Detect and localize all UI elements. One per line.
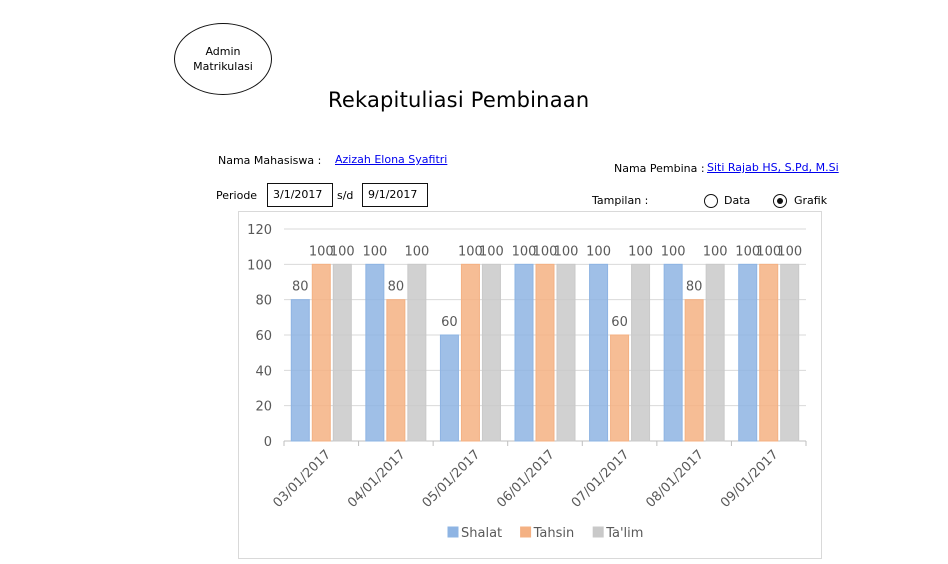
period-label: Periode — [216, 189, 258, 202]
bar — [407, 263, 427, 442]
bar — [631, 263, 651, 442]
role-badge: Admin Matrikulasi — [174, 23, 272, 95]
bar — [290, 299, 310, 442]
role-badge-line2: Matrikulasi — [193, 60, 253, 73]
bar-chart: 0204060801001208010010003/01/20171008010… — [247, 223, 807, 541]
data-label: 100 — [362, 244, 387, 259]
data-label: 80 — [388, 280, 405, 295]
bar — [663, 263, 683, 442]
data-label: 100 — [330, 244, 355, 259]
data-label: 100 — [735, 244, 760, 259]
data-label: 100 — [512, 244, 537, 259]
bar — [386, 299, 406, 442]
y-tick-label: 20 — [255, 400, 272, 415]
page-title: Rekapituliasi Pembinaan — [328, 88, 590, 112]
bar — [460, 263, 480, 442]
y-tick-label: 80 — [255, 294, 272, 309]
data-label: 100 — [479, 244, 504, 259]
data-label: 100 — [554, 244, 579, 259]
x-tick-label: 04/01/2017 — [345, 447, 409, 511]
data-label: 100 — [309, 244, 334, 259]
bar — [365, 263, 385, 442]
data-label: 60 — [441, 315, 458, 330]
x-tick-label: 08/01/2017 — [643, 447, 707, 511]
legend-swatch — [592, 526, 604, 538]
mentor-label: Nama Pembina : — [614, 162, 705, 175]
data-label: 100 — [777, 244, 802, 259]
bar — [332, 263, 352, 442]
y-tick-label: 120 — [247, 223, 272, 238]
bar — [311, 263, 331, 442]
data-label: 100 — [458, 244, 483, 259]
bar — [759, 263, 779, 442]
bar — [514, 263, 534, 442]
legend-label: Shalat — [461, 526, 502, 541]
view-label: Tampilan : — [592, 194, 649, 207]
period-start-field[interactable]: 3/1/2017 — [267, 183, 333, 207]
bar — [780, 263, 800, 442]
bar — [610, 334, 630, 442]
student-name-link[interactable]: Azizah Elona Syafitri — [335, 153, 448, 166]
x-tick-label: 06/01/2017 — [494, 447, 558, 511]
bar — [705, 263, 725, 442]
bar — [684, 299, 704, 442]
data-label: 100 — [628, 244, 653, 259]
data-label: 100 — [661, 244, 686, 259]
x-tick-label: 07/01/2017 — [569, 447, 633, 511]
x-tick-label: 05/01/2017 — [420, 447, 484, 511]
student-label: Nama Mahasiswa : — [218, 154, 322, 167]
x-tick-label: 03/01/2017 — [271, 447, 335, 511]
x-tick-label: 09/01/2017 — [718, 447, 782, 511]
view-grafik-radio[interactable] — [773, 194, 787, 208]
data-label: 100 — [404, 244, 429, 259]
data-label: 80 — [686, 280, 703, 295]
data-label: 60 — [611, 315, 628, 330]
chart-frame: 0 20 40 60 80 100 120 80 100 100 03/01/2017 100 80 10… — [238, 211, 822, 559]
data-label: 100 — [586, 244, 611, 259]
bar — [738, 263, 758, 442]
bar — [481, 263, 501, 442]
legend-label: Ta'lim — [605, 526, 643, 541]
data-label: 100 — [533, 244, 558, 259]
role-badge-line1: Admin — [205, 45, 241, 58]
view-data-label[interactable]: Data — [724, 194, 751, 207]
bar — [535, 263, 555, 442]
legend-swatch — [447, 526, 459, 538]
data-label: 100 — [756, 244, 781, 259]
data-label: 80 — [292, 280, 309, 295]
data-label: 100 — [703, 244, 728, 259]
view-data-radio[interactable] — [704, 194, 718, 208]
legend-swatch — [520, 526, 532, 538]
y-tick-label: 100 — [247, 258, 272, 273]
period-separator: s/d — [337, 189, 354, 202]
bar — [439, 334, 459, 442]
bar — [589, 263, 609, 442]
legend-label: Tahsin — [533, 526, 575, 541]
view-grafik-label[interactable]: Grafik — [794, 194, 828, 207]
y-tick-label: 40 — [255, 364, 272, 379]
y-tick-label: 0 — [264, 435, 272, 450]
bar — [556, 263, 576, 442]
period-end-field[interactable]: 9/1/2017 — [362, 183, 428, 207]
mentor-name-link[interactable]: Siti Rajab HS, S.Pd, M.Si — [707, 161, 839, 174]
y-tick-label: 60 — [255, 329, 272, 344]
